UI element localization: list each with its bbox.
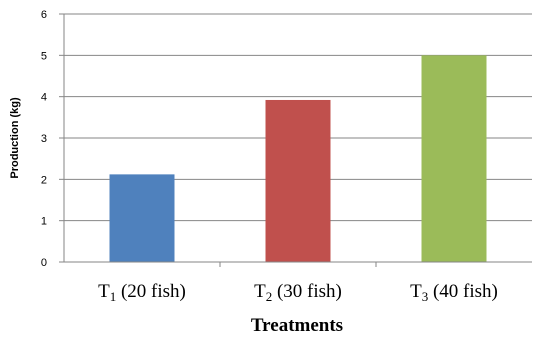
bars	[109, 55, 487, 263]
y-tick-label: 5	[41, 50, 47, 62]
y-tick-label: 1	[41, 216, 47, 228]
x-tick-label-rest: (20 fish)	[116, 281, 186, 302]
y-tick-label: 4	[41, 92, 47, 104]
y-tick-label: 0	[41, 257, 47, 269]
x-tick-label: T2 (30 fish)	[254, 281, 342, 304]
x-tick-label: T3 (40 fish)	[410, 281, 498, 304]
x-tick-label-rest: (30 fish)	[272, 281, 342, 302]
x-tick-label-subscript: 1	[110, 289, 117, 304]
x-tick-label-subscript: 3	[422, 289, 429, 304]
y-tick-label: 2	[41, 174, 47, 186]
x-tick-label: T1 (20 fish)	[98, 281, 186, 304]
x-axis-label: Treatments	[251, 315, 343, 335]
x-tick-label-subscript: 2	[266, 289, 273, 304]
y-tick-label: 3	[41, 133, 47, 145]
x-tick-label-rest: (40 fish)	[428, 281, 498, 302]
x-tick-label-base: T	[410, 281, 422, 302]
y-axis-label: Production (kg)	[9, 97, 21, 179]
x-tick-label-base: T	[254, 281, 266, 302]
y-tick-labels: 0 1 2 3 4 5 6	[41, 9, 47, 269]
bar-2	[265, 99, 331, 263]
x-tick-label-base: T	[98, 281, 110, 302]
bar-1	[109, 174, 175, 262]
axes	[59, 13, 532, 267]
bar-3	[421, 55, 487, 263]
x-tick-labels: T1 (20 fish) T2 (30 fish) T3 (40 fish)	[98, 281, 498, 304]
y-tick-label: 6	[41, 9, 47, 21]
